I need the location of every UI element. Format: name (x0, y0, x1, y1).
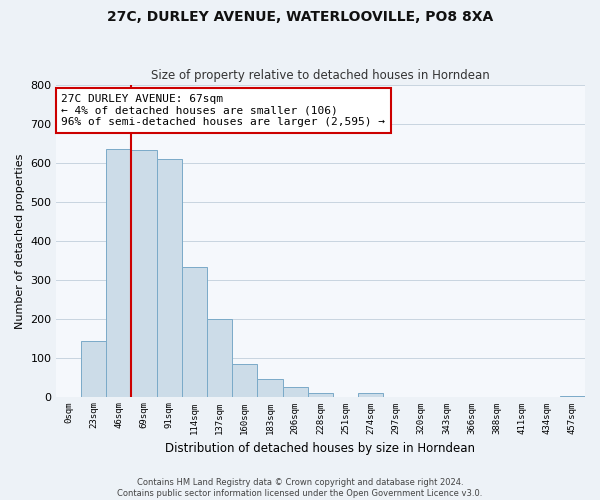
Bar (131, 150, 157, 397)
Bar (358, 394, 383, 397)
Bar (232, 364, 257, 397)
Y-axis label: Number of detached properties: Number of detached properties (15, 153, 25, 328)
Title: Size of property relative to detached houses in Horndean: Size of property relative to detached ho… (151, 69, 490, 82)
Bar (81, 342, 106, 397)
X-axis label: Distribution of detached houses by size in Horndean: Distribution of detached houses by size … (166, 442, 475, 455)
Bar (157, 159, 182, 397)
Bar (106, 149, 131, 397)
Text: Contains HM Land Registry data © Crown copyright and database right 2024.
Contai: Contains HM Land Registry data © Crown c… (118, 478, 482, 498)
Bar (560, 396, 585, 397)
Bar (207, 319, 232, 397)
Bar (257, 380, 283, 397)
Text: 27C DURLEY AVENUE: 67sqm
← 4% of detached houses are smaller (106)
96% of semi-d: 27C DURLEY AVENUE: 67sqm ← 4% of detache… (61, 94, 385, 127)
Bar (308, 393, 333, 397)
Bar (182, 268, 207, 397)
Text: 27C, DURLEY AVENUE, WATERLOOVILLE, PO8 8XA: 27C, DURLEY AVENUE, WATERLOOVILLE, PO8 8… (107, 10, 493, 24)
Bar (283, 386, 308, 397)
